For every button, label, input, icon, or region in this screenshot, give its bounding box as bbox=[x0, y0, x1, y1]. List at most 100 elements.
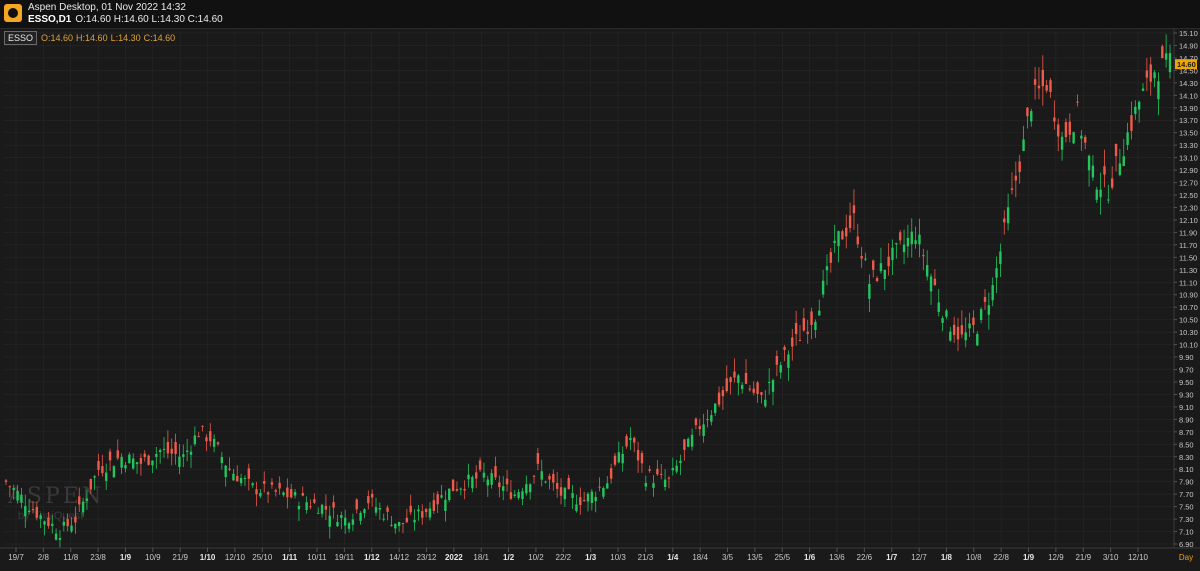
candle-body bbox=[1030, 111, 1033, 122]
candle-body bbox=[1141, 88, 1145, 91]
candle-body bbox=[899, 232, 902, 241]
y-axis: 15.10 14.90 14.70 14.50 14.30 14.10 13.90 13.70… bbox=[1173, 29, 1198, 549]
legend-symbol[interactable]: ESSO bbox=[4, 31, 38, 45]
candle bbox=[1003, 210, 1006, 235]
candle bbox=[1091, 155, 1095, 181]
candle-body bbox=[128, 454, 131, 464]
candle bbox=[1122, 139, 1125, 167]
candle bbox=[652, 475, 655, 497]
candle bbox=[1103, 149, 1106, 188]
candle bbox=[848, 202, 852, 233]
candle bbox=[548, 473, 551, 490]
candle-body bbox=[609, 468, 613, 479]
candle-body bbox=[513, 494, 516, 496]
x-tick-label: 21/3 bbox=[638, 553, 654, 562]
candle bbox=[401, 522, 405, 534]
candle-body bbox=[525, 484, 528, 494]
candle bbox=[941, 315, 944, 332]
candle-body bbox=[590, 491, 594, 503]
candle-body bbox=[864, 258, 867, 260]
candle-body bbox=[313, 499, 316, 503]
candle bbox=[979, 307, 983, 324]
candle bbox=[899, 229, 902, 245]
candle bbox=[575, 494, 578, 513]
candle-body bbox=[841, 231, 844, 240]
candle bbox=[579, 487, 582, 515]
candle-body bbox=[883, 269, 886, 280]
candle-body bbox=[602, 488, 605, 497]
candle-body bbox=[528, 484, 532, 493]
candle bbox=[1110, 166, 1114, 190]
candle-body bbox=[498, 482, 501, 488]
y-tick-label: 9.50 bbox=[1179, 378, 1194, 387]
y-tick-label: 15.10 bbox=[1179, 29, 1198, 38]
candle-body bbox=[798, 340, 802, 342]
candle-body bbox=[991, 285, 994, 301]
candle bbox=[856, 223, 859, 249]
candle bbox=[147, 454, 150, 466]
candle bbox=[239, 473, 243, 487]
candle bbox=[220, 451, 224, 470]
candle bbox=[945, 308, 948, 320]
candle-body bbox=[1068, 121, 1071, 135]
candle bbox=[162, 437, 166, 458]
candle-body bbox=[105, 472, 108, 481]
candle-body bbox=[424, 509, 428, 513]
candle bbox=[367, 490, 370, 510]
candle bbox=[189, 445, 193, 468]
candle bbox=[1010, 172, 1014, 195]
y-tick-label: 10.50 bbox=[1179, 316, 1198, 325]
candle bbox=[906, 224, 910, 258]
candle-body bbox=[401, 522, 405, 525]
candle bbox=[313, 493, 316, 504]
candle-body bbox=[270, 482, 274, 485]
candle bbox=[829, 247, 833, 273]
legend-low: L:14.30 bbox=[110, 33, 141, 43]
candle-body bbox=[409, 505, 412, 513]
candle bbox=[228, 457, 231, 472]
y-tick-label: 13.10 bbox=[1179, 154, 1198, 163]
candle bbox=[135, 461, 139, 474]
candle-body bbox=[1110, 178, 1114, 188]
candle bbox=[1033, 66, 1037, 100]
candle-body bbox=[1057, 124, 1060, 137]
candle bbox=[232, 468, 235, 481]
candle-body bbox=[694, 418, 698, 426]
candle bbox=[370, 489, 374, 507]
candle bbox=[459, 487, 463, 496]
candle-body bbox=[598, 486, 601, 488]
candle-body bbox=[239, 477, 243, 484]
candle-body bbox=[1006, 207, 1010, 224]
chart-svg[interactable]: 15.10 14.90 14.70 14.50 14.30 14.10 13.90 13.70… bbox=[0, 29, 1200, 566]
candle bbox=[918, 218, 921, 258]
candle-body bbox=[540, 471, 543, 480]
candle bbox=[559, 478, 563, 505]
candle bbox=[1080, 129, 1083, 151]
candle bbox=[698, 418, 701, 436]
candle-body bbox=[640, 453, 644, 464]
candlestick-chart[interactable]: 15.10 14.90 14.70 14.50 14.30 14.10 13.90 13.70… bbox=[0, 29, 1200, 566]
candle bbox=[1134, 100, 1137, 120]
candle-body bbox=[4, 480, 8, 482]
candle bbox=[324, 494, 328, 521]
candle-body bbox=[594, 496, 597, 502]
candle bbox=[729, 376, 732, 395]
candle bbox=[78, 487, 81, 513]
candle-body bbox=[1137, 101, 1141, 110]
candle-body bbox=[586, 493, 590, 502]
y-tick-label: 8.10 bbox=[1179, 465, 1194, 474]
candle bbox=[278, 476, 281, 495]
candle bbox=[35, 501, 39, 521]
candle-body bbox=[825, 266, 829, 271]
candle-body bbox=[155, 453, 158, 457]
candle bbox=[1145, 57, 1149, 92]
candle bbox=[155, 446, 158, 469]
candle bbox=[552, 469, 555, 491]
candle-body bbox=[1064, 122, 1068, 138]
candle bbox=[417, 504, 420, 521]
candle bbox=[544, 480, 547, 484]
candle-body bbox=[698, 426, 701, 430]
candle bbox=[833, 224, 836, 253]
candle bbox=[43, 520, 46, 536]
candle bbox=[521, 487, 524, 506]
